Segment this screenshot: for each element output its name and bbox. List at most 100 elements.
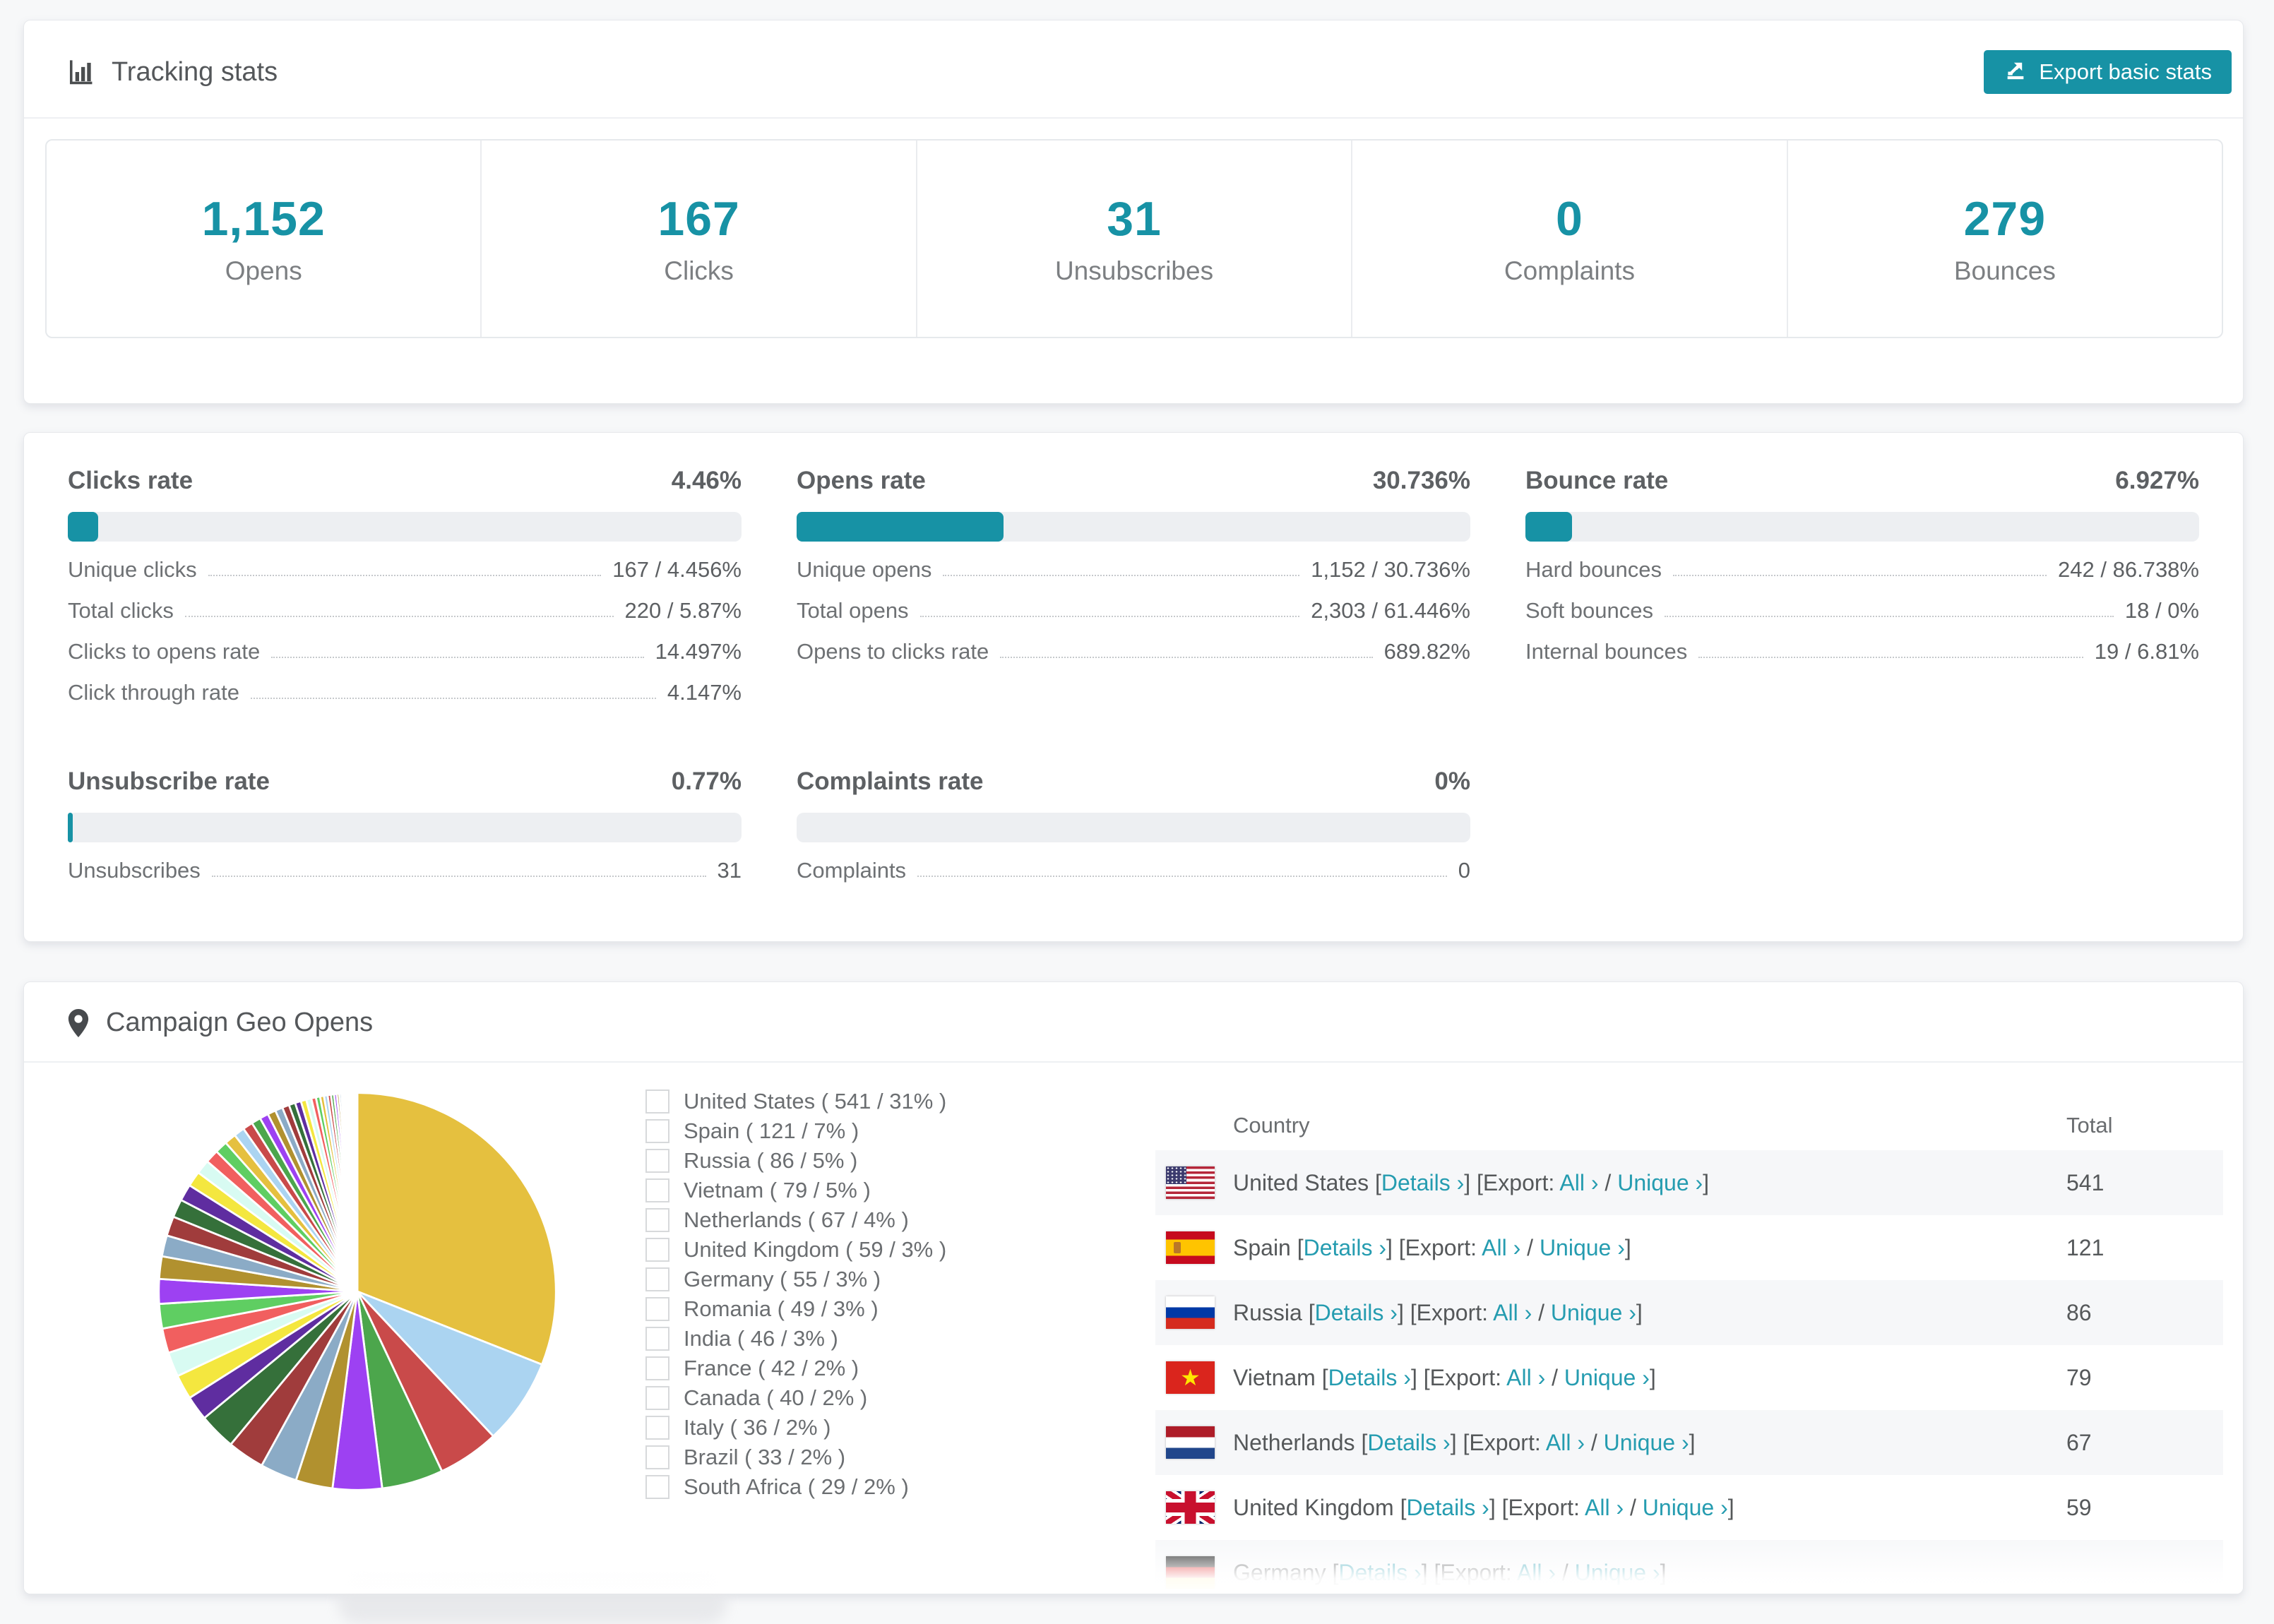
export-unique-link[interactable]: Unique › xyxy=(1643,1495,1728,1520)
legend-swatch xyxy=(645,1327,669,1351)
rate-detail-value: 1,152 / 30.736% xyxy=(1311,557,1470,583)
legend-swatch xyxy=(645,1119,669,1143)
rate-title: Unsubscribe rate xyxy=(68,768,270,796)
details-link[interactable]: Details › xyxy=(1304,1235,1386,1260)
total-column-header: Total xyxy=(2066,1113,2223,1138)
geo-header: Campaign Geo Opens xyxy=(24,982,2243,1038)
legend-item-vietnam[interactable]: Vietnam ( 79 / 5% ) xyxy=(645,1176,946,1205)
legend-item-romania[interactable]: Romania ( 49 / 3% ) xyxy=(645,1294,946,1324)
country-name: United Kingdom xyxy=(1233,1495,1400,1520)
details-link[interactable]: Details › xyxy=(1328,1365,1411,1390)
export-all-link[interactable]: All › xyxy=(1585,1495,1624,1520)
rate-detail-label: Soft bounces xyxy=(1525,598,1653,623)
export-all-link[interactable]: All › xyxy=(1506,1365,1545,1390)
total-cell: 79 xyxy=(2066,1365,2223,1391)
rate-detail-row: Soft bounces 18 / 0% xyxy=(1525,587,2199,628)
details-link[interactable]: Details › xyxy=(1367,1430,1450,1455)
export-all-link[interactable]: All › xyxy=(1546,1430,1585,1455)
legend-item-spain[interactable]: Spain ( 121 / 7% ) xyxy=(645,1116,946,1146)
stat-cell-opens: 1,152 Opens xyxy=(47,141,482,337)
export-label: Export: xyxy=(1508,1495,1585,1520)
details-link[interactable]: Details › xyxy=(1381,1170,1464,1195)
bar-chart-icon xyxy=(68,59,95,85)
rate-value: 0.77% xyxy=(672,768,742,796)
geo-table-body: United States [Details ›] [Export: All ›… xyxy=(1155,1150,2223,1594)
rate-detail-row: Unique clicks 167 / 4.456% xyxy=(68,546,742,587)
export-label: Export: xyxy=(1440,1560,1517,1585)
stat-cell-clicks: 167 Clicks xyxy=(482,141,917,337)
legend-item-france[interactable]: France ( 42 / 2% ) xyxy=(645,1354,946,1383)
rate-value: 30.736% xyxy=(1373,467,1470,495)
legend-swatch xyxy=(645,1297,669,1321)
details-link[interactable]: Details › xyxy=(1338,1560,1421,1585)
geo-opens-pie-chart[interactable] xyxy=(145,1080,569,1503)
dotted-leader xyxy=(251,698,656,699)
export-all-link[interactable]: All › xyxy=(1493,1300,1532,1325)
legend-item-united-kingdom[interactable]: United Kingdom ( 59 / 3% ) xyxy=(645,1235,946,1265)
country-flag-de xyxy=(1166,1556,1215,1589)
country-name: Netherlands xyxy=(1233,1430,1361,1455)
legend-label: Vietnam ( 79 / 5% ) xyxy=(684,1178,871,1203)
legend-swatch xyxy=(645,1149,669,1173)
export-unique-link[interactable]: Unique › xyxy=(1617,1170,1703,1195)
rate-title: Bounce rate xyxy=(1525,467,1668,495)
tracking-stats-card: Tracking stats Export basic stats 1,152 … xyxy=(23,20,2244,404)
country-flag-gb xyxy=(1166,1491,1215,1524)
dotted-leader xyxy=(1000,657,1372,658)
rate-progress-bar xyxy=(68,813,742,842)
rate-detail-label: Unique opens xyxy=(797,557,931,583)
export-all-link[interactable]: All › xyxy=(1517,1560,1556,1585)
geo-title-row: Campaign Geo Opens xyxy=(68,1008,373,1038)
legend-item-south-africa[interactable]: South Africa ( 29 / 2% ) xyxy=(645,1472,946,1502)
export-unique-link[interactable]: Unique › xyxy=(1604,1430,1689,1455)
total-cell: 59 xyxy=(2066,1495,2223,1521)
legend-item-india[interactable]: India ( 46 / 3% ) xyxy=(645,1324,946,1354)
export-unique-link[interactable]: Unique › xyxy=(1564,1365,1650,1390)
export-unique-link[interactable]: Unique › xyxy=(1551,1300,1636,1325)
geo-table-row-vn: ★ Vietnam [Details ›] [Export: All › / U… xyxy=(1155,1345,2223,1410)
dotted-leader xyxy=(212,876,706,877)
rate-block-bounce-rate: Bounce rate 6.927% Hard bounces 242 / 86… xyxy=(1525,461,2199,710)
legend-item-canada[interactable]: Canada ( 40 / 2% ) xyxy=(645,1383,946,1413)
country-name: Germany xyxy=(1233,1560,1332,1585)
country-cell: Spain [Details ›] [Export: All › / Uniqu… xyxy=(1233,1235,2066,1261)
legend-item-italy[interactable]: Italy ( 36 / 2% ) xyxy=(645,1413,946,1443)
country-cell: Netherlands [Details ›] [Export: All › /… xyxy=(1233,1430,2066,1456)
geo-table-row-de: Germany [Details ›] [Export: All › / Uni… xyxy=(1155,1540,2223,1594)
stat-cell-unsubscribes: 31 Unsubscribes xyxy=(917,141,1352,337)
geo-table-row-es: Spain [Details ›] [Export: All › / Uniqu… xyxy=(1155,1215,2223,1280)
rate-detail-label: Unsubscribes xyxy=(68,858,201,883)
dotted-leader xyxy=(208,575,602,576)
dotted-leader xyxy=(1698,657,2083,658)
stat-cell-complaints: 0 Complaints xyxy=(1352,141,1787,337)
details-link[interactable]: Details › xyxy=(1315,1300,1398,1325)
legend-swatch xyxy=(645,1386,669,1410)
legend-item-germany[interactable]: Germany ( 55 / 3% ) xyxy=(645,1265,946,1294)
stat-label: Opens xyxy=(225,256,302,286)
legend-item-netherlands[interactable]: Netherlands ( 67 / 4% ) xyxy=(645,1205,946,1235)
legend-label: Canada ( 40 / 2% ) xyxy=(684,1385,867,1411)
export-unique-link[interactable]: Unique › xyxy=(1540,1235,1625,1260)
rate-block-unsubscribe-rate: Unsubscribe rate 0.77% Unsubscribes 31 xyxy=(68,762,742,888)
stat-value: 1,152 xyxy=(202,191,326,246)
stat-label: Complaints xyxy=(1504,256,1635,286)
export-all-link[interactable]: All › xyxy=(1559,1170,1598,1195)
rate-block-clicks-rate: Clicks rate 4.46% Unique clicks 167 / 4.… xyxy=(68,461,742,710)
legend-item-russia[interactable]: Russia ( 86 / 5% ) xyxy=(645,1146,946,1176)
country-name: United States xyxy=(1233,1170,1375,1195)
rate-detail-row: Internal bounces 19 / 6.81% xyxy=(1525,628,2199,669)
details-link[interactable]: Details › xyxy=(1406,1495,1489,1520)
rate-detail-row: Unique opens 1,152 / 30.736% xyxy=(797,546,1470,587)
country-flag-nl xyxy=(1166,1426,1215,1459)
tracking-stats-title: Tracking stats xyxy=(68,57,278,88)
rate-detail-row: Total clicks 220 / 5.87% xyxy=(68,587,742,628)
rate-detail-row: Click through rate 4.147% xyxy=(68,669,742,710)
total-cell: 541 xyxy=(2066,1170,2223,1196)
stat-value: 31 xyxy=(1107,191,1162,246)
rate-progress-bar xyxy=(797,813,1470,842)
export-all-link[interactable]: All › xyxy=(1482,1235,1520,1260)
legend-item-united-states[interactable]: United States ( 541 / 31% ) xyxy=(645,1087,946,1116)
legend-item-brazil[interactable]: Brazil ( 33 / 2% ) xyxy=(645,1443,946,1472)
export-unique-link[interactable]: Unique › xyxy=(1575,1560,1660,1585)
export-basic-stats-button[interactable]: Export basic stats xyxy=(1984,50,2232,94)
